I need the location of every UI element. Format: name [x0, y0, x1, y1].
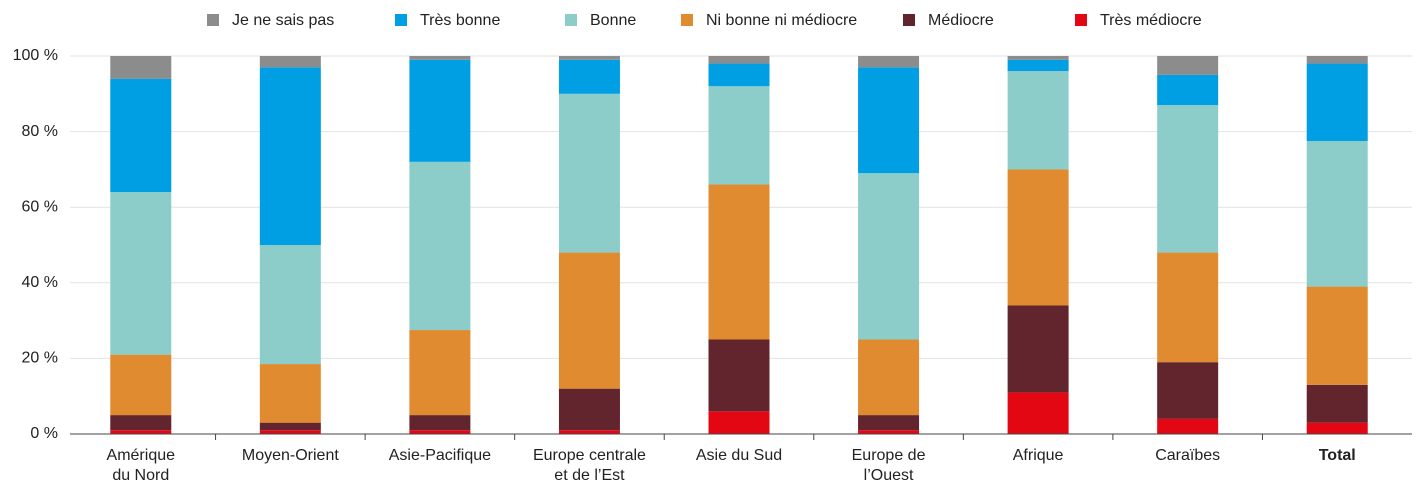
bar-segment — [858, 339, 920, 416]
bar-segment — [1007, 392, 1069, 434]
legend-label: Très médiocre — [1100, 12, 1202, 29]
bar-segment — [558, 59, 620, 94]
bar-segment — [1306, 56, 1368, 64]
bar-segment — [1007, 169, 1069, 306]
bar-segment — [1157, 56, 1219, 75]
bar-segment — [1306, 141, 1368, 287]
x-tick-label: Asie-Pacifique — [389, 447, 491, 464]
legend-label: Bonne — [590, 12, 636, 29]
bar-segment — [259, 364, 321, 423]
bar-segment — [1306, 63, 1368, 142]
bar-segment — [708, 56, 770, 64]
legend-swatch — [207, 14, 219, 26]
bar-segment — [558, 388, 620, 431]
bar-segment — [708, 411, 770, 434]
legend-swatch — [565, 14, 577, 26]
bar-segment — [1157, 105, 1219, 253]
bar-segment — [110, 354, 172, 416]
x-tick-label: Europe de l’Ouest — [852, 447, 926, 484]
legend-swatch — [681, 14, 693, 26]
legend-label: Je ne sais pas — [232, 12, 334, 29]
bar-segment — [259, 67, 321, 245]
bar-segment — [409, 59, 471, 162]
bar-segment — [558, 56, 620, 60]
bar-segment — [1306, 384, 1368, 423]
bar-segment — [409, 56, 471, 60]
x-tick-label: Europe centrale et de l’Est — [533, 447, 646, 484]
y-tick-label: 60 % — [22, 198, 58, 215]
y-tick-label: 100 % — [13, 47, 58, 64]
bar-segment — [1157, 74, 1219, 106]
x-tick-label: Asie du Sud — [696, 447, 782, 464]
legend-swatch — [395, 14, 407, 26]
bar-segment — [259, 245, 321, 365]
bar-segment — [110, 415, 172, 431]
bar-segment — [708, 184, 770, 340]
legend-swatch — [1075, 14, 1087, 26]
x-tick-label: Afrique — [1013, 447, 1064, 464]
bar-segment — [558, 252, 620, 389]
bar-segment — [858, 430, 920, 434]
bar-segment — [1157, 362, 1219, 419]
bar-segment — [858, 173, 920, 340]
legend-label: Très bonne — [420, 12, 500, 29]
x-tick-label: Amérique du Nord — [107, 447, 176, 484]
bar-segment — [110, 56, 172, 79]
y-tick-label: 20 % — [22, 350, 58, 367]
bar-segment — [708, 86, 770, 185]
x-tick-label: Total — [1319, 447, 1356, 464]
bar-segment — [858, 56, 920, 68]
bar-segment — [110, 78, 172, 193]
bar-segment — [259, 422, 321, 431]
bar-segment — [259, 56, 321, 68]
bar-segment — [708, 339, 770, 412]
bar-segment — [558, 93, 620, 253]
bar-segment — [110, 430, 172, 434]
bar-segment — [1157, 252, 1219, 363]
x-tick-label: Caraïbes — [1155, 447, 1220, 464]
bar-segment — [409, 161, 471, 331]
legend-label: Ni bonne ni médiocre — [706, 12, 857, 29]
bar-segment — [558, 430, 620, 434]
bar-segment — [1157, 418, 1219, 434]
bar-segment — [1306, 286, 1368, 385]
bar-segment — [259, 430, 321, 434]
bar-segment — [1007, 305, 1069, 393]
bar-segment — [858, 415, 920, 431]
x-tick-label: Moyen-Orient — [242, 447, 339, 464]
bar-segment — [1306, 422, 1368, 434]
bar-segment — [708, 63, 770, 87]
bar-segment — [1007, 56, 1069, 60]
bar-segment — [409, 330, 471, 416]
legend-swatch — [903, 14, 915, 26]
bar-segment — [1007, 59, 1069, 72]
legend-label: Médiocre — [928, 12, 994, 29]
y-tick-label: 40 % — [22, 274, 58, 291]
bar-segment — [858, 67, 920, 174]
y-tick-label: 0 % — [30, 425, 58, 442]
y-tick-label: 80 % — [22, 123, 58, 140]
bar-segment — [409, 430, 471, 434]
bar-segment — [409, 415, 471, 431]
bar-segment — [1007, 71, 1069, 170]
bar-segment — [110, 192, 172, 355]
